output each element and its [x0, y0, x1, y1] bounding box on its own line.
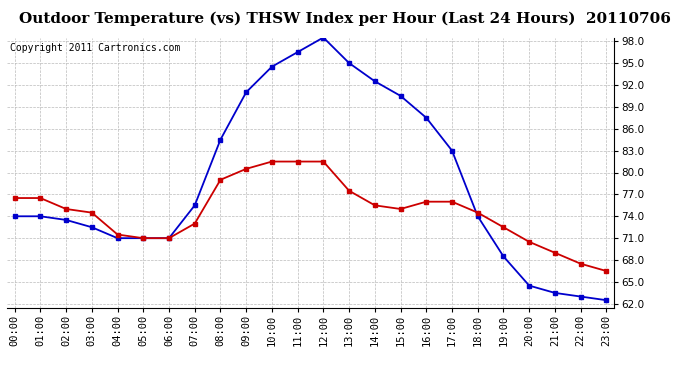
Text: Outdoor Temperature (vs) THSW Index per Hour (Last 24 Hours)  20110706: Outdoor Temperature (vs) THSW Index per …: [19, 11, 671, 26]
Text: Copyright 2011 Cartronics.com: Copyright 2011 Cartronics.com: [10, 43, 180, 53]
